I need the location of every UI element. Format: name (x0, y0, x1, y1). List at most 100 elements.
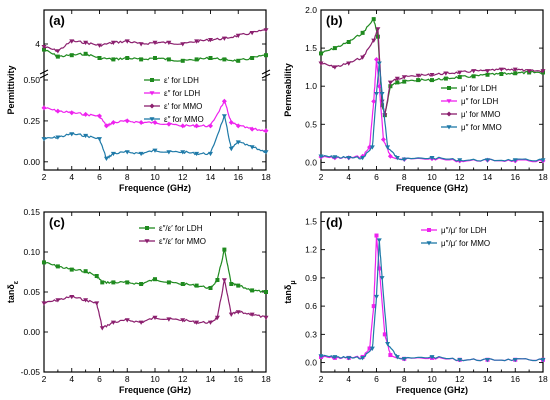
data-point (346, 40, 351, 44)
x-tick-label: 6 (374, 172, 379, 182)
data-point (194, 283, 199, 288)
data-point (99, 326, 105, 331)
data-point (194, 123, 200, 129)
data-point (318, 61, 324, 66)
x-tick-label: 18 (261, 172, 271, 182)
data-point (41, 105, 47, 111)
data-point (499, 72, 504, 76)
data-point (55, 264, 60, 269)
data-point (371, 17, 376, 22)
data-point (394, 355, 400, 360)
data-point (382, 332, 387, 337)
series-line (320, 28, 544, 115)
data-point (379, 92, 385, 97)
data-point (103, 156, 109, 162)
y-tick-label: 0.3 (305, 329, 317, 339)
data-point (228, 120, 234, 126)
legend-label: μ″ for MMO (461, 123, 502, 132)
data-point (346, 356, 352, 361)
y-tick-label: 0.00 (23, 157, 40, 167)
data-point (110, 40, 116, 46)
data-point (166, 150, 172, 155)
legend-marker (149, 117, 155, 122)
x-tick-label: 18 (538, 172, 548, 182)
data-point (385, 145, 391, 150)
data-point (332, 155, 338, 160)
data-point (369, 145, 375, 150)
data-point (83, 111, 89, 117)
data-point (83, 269, 88, 274)
data-point (263, 315, 269, 321)
data-point (371, 304, 376, 309)
data-point (512, 67, 518, 72)
data-point (125, 280, 130, 285)
axis-break-mark (261, 69, 271, 79)
data-point (111, 57, 116, 62)
data-point (401, 75, 407, 80)
data-point (180, 282, 185, 286)
data-point (371, 38, 377, 43)
data-point (235, 123, 241, 129)
y-tick-label: 2.0 (305, 5, 317, 15)
y-tick-label: 0.05 (23, 287, 40, 297)
data-point (485, 69, 490, 74)
data-point (208, 56, 213, 60)
data-point (221, 278, 227, 283)
data-point (394, 156, 400, 161)
panel-label: (c) (49, 215, 65, 230)
data-point (110, 320, 116, 325)
x-tick-label: 4 (346, 172, 351, 182)
data-point (471, 74, 476, 79)
y-tick-label: 0.15 (23, 207, 40, 217)
x-tick-label: 16 (511, 374, 521, 384)
panel-label: (b) (326, 13, 343, 28)
data-point (394, 76, 400, 82)
data-point (369, 346, 375, 351)
data-point (194, 320, 200, 325)
data-point (222, 57, 227, 62)
data-point (429, 156, 435, 161)
data-point (55, 135, 61, 140)
x-tick-label: 12 (455, 374, 465, 384)
data-point (429, 355, 435, 360)
data-point (103, 123, 109, 129)
legend-marker (446, 125, 452, 130)
data-point (235, 310, 241, 315)
legend-label: ε″ for MMO (164, 115, 204, 124)
data-point (332, 65, 338, 70)
legend-label: ε″/ε′ for MMO (159, 237, 206, 246)
data-point (215, 278, 220, 282)
data-point (250, 288, 255, 293)
data-point (228, 312, 234, 317)
data-point (376, 61, 382, 66)
y-tick-label: 1.5 (305, 43, 317, 53)
legend-label: ε″/ε′ for LDH (159, 224, 203, 233)
data-point (263, 28, 269, 33)
data-point (208, 286, 213, 290)
data-point (153, 277, 157, 282)
data-point (138, 120, 144, 126)
data-point (395, 80, 400, 85)
data-point (180, 150, 186, 155)
data-point (152, 315, 158, 321)
data-point (264, 290, 268, 294)
legend-label: μ″/μ′ for MMO (441, 239, 490, 248)
x-tick-label: 14 (206, 374, 216, 384)
data-point (235, 140, 241, 145)
y-axis-label: Permittivity (6, 65, 16, 114)
x-tick-label: 4 (69, 172, 74, 182)
legend-marker (426, 241, 432, 246)
data-point (139, 282, 144, 286)
data-point (214, 315, 220, 321)
data-point (139, 57, 144, 62)
data-point (388, 84, 393, 89)
data-point (55, 298, 61, 303)
legend-label: ε′ for MMO (164, 102, 202, 111)
chart-panel: (a) 2 4 6 8 10 12 14 16 18 Frequence (GHz) Permitti… (6, 9, 271, 193)
data-point (124, 118, 130, 124)
data-point (457, 75, 462, 80)
legend-label: μ′ for LDH (461, 84, 497, 93)
y-tick-label: 1.2 (305, 245, 317, 255)
data-point (166, 121, 172, 127)
